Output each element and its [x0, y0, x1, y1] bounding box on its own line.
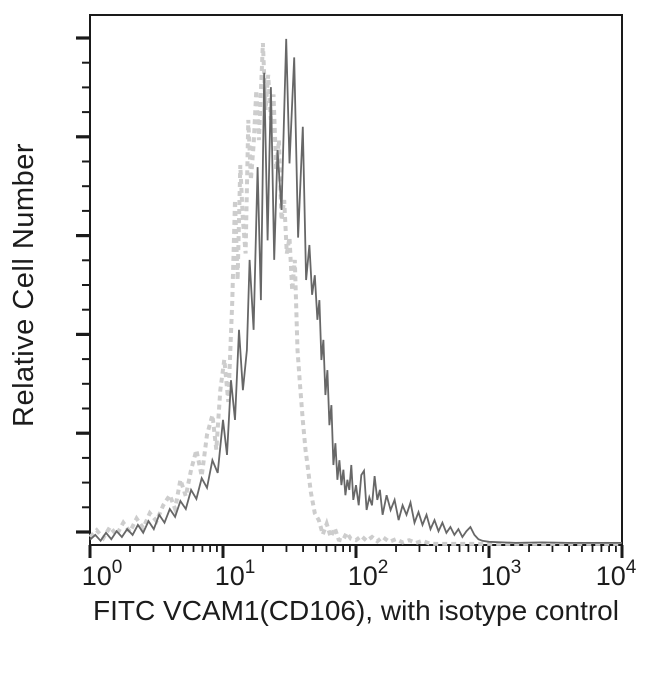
- x-axis-label: FITC VCAM1(CD106), with isotype control: [93, 595, 619, 626]
- x-axis-ticks: [88, 545, 624, 558]
- vcam1-fitc-curve: [89, 38, 622, 544]
- isotype-control-curve: [88, 43, 622, 546]
- x-tick-label: 101: [215, 557, 256, 591]
- x-tick-label: 100: [82, 557, 123, 591]
- x-tick-label: 103: [481, 557, 522, 591]
- x-tick-label: 102: [348, 557, 389, 591]
- plot-area: [76, 14, 624, 558]
- y-axis-label: Relative Cell Number: [8, 143, 40, 427]
- x-tick-label: 104: [596, 557, 637, 591]
- x-axis-tick-labels: 100 101 102 103 104: [82, 557, 637, 591]
- y-axis-ticks: [76, 36, 90, 534]
- plot-border: [89, 14, 623, 546]
